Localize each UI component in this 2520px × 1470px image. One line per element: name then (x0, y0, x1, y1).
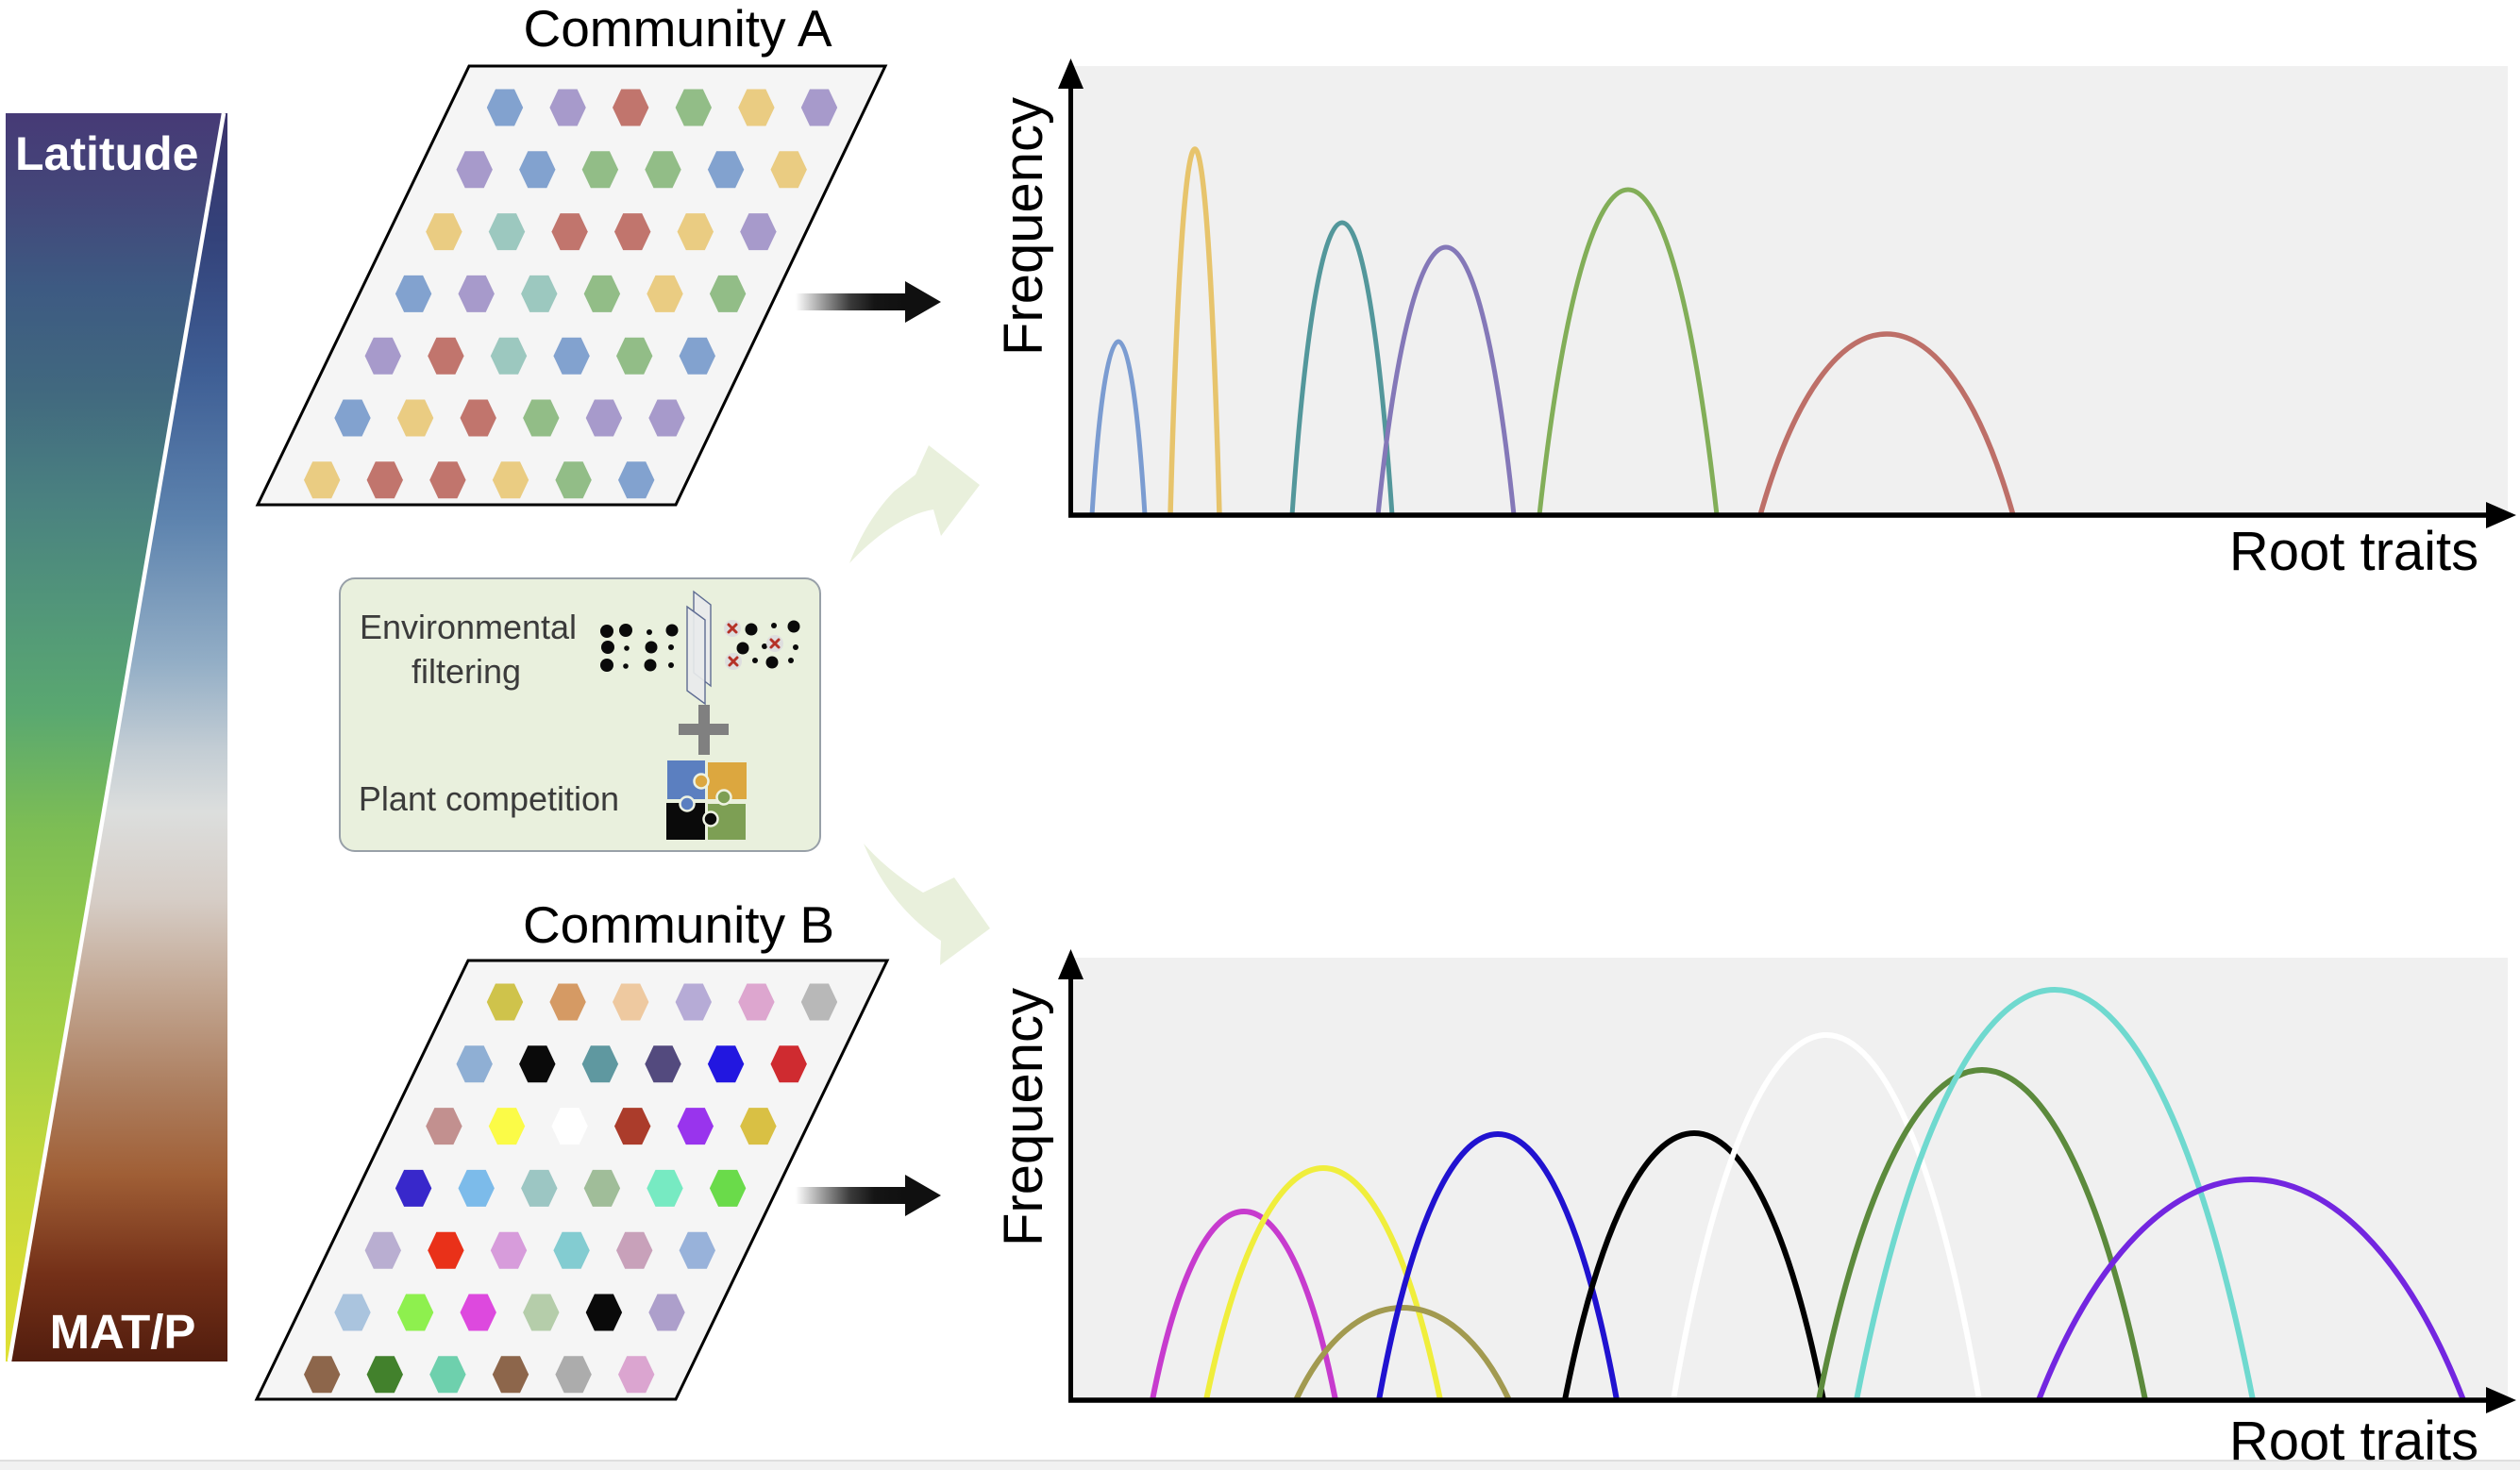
svg-text:Plant competition: Plant competition (359, 779, 619, 818)
svg-text:Frequency: Frequency (993, 988, 1054, 1246)
svg-text:Community B: Community B (523, 895, 834, 954)
svg-text:Latitude: Latitude (15, 127, 198, 180)
svg-text:Community A: Community A (523, 0, 832, 58)
svg-text:filtering: filtering (412, 652, 521, 691)
svg-text:Environmental: Environmental (360, 608, 577, 646)
svg-text:MAT/P: MAT/P (50, 1305, 196, 1359)
svg-text:Root traits: Root traits (2229, 521, 2478, 582)
svg-text:Frequency: Frequency (993, 97, 1054, 356)
